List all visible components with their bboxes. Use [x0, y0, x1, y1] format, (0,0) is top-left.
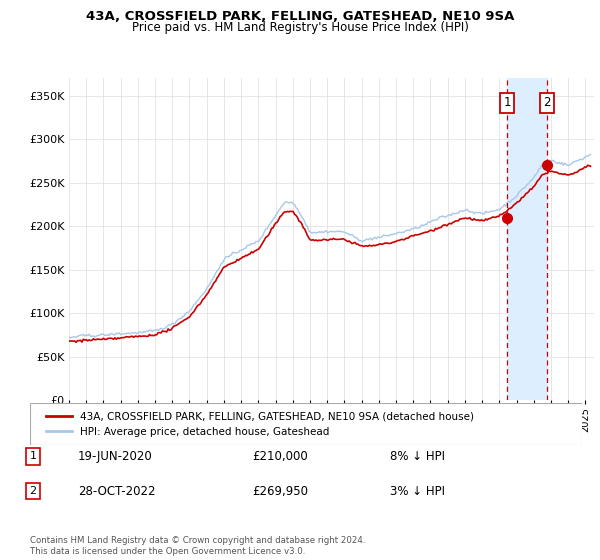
Text: 2: 2	[29, 486, 37, 496]
Legend: 43A, CROSSFIELD PARK, FELLING, GATESHEAD, NE10 9SA (detached house), HPI: Averag: 43A, CROSSFIELD PARK, FELLING, GATESHEAD…	[41, 406, 479, 442]
Text: 1: 1	[503, 96, 511, 109]
Text: 3% ↓ HPI: 3% ↓ HPI	[390, 484, 445, 498]
Text: Price paid vs. HM Land Registry's House Price Index (HPI): Price paid vs. HM Land Registry's House …	[131, 21, 469, 34]
Text: 8% ↓ HPI: 8% ↓ HPI	[390, 450, 445, 463]
Text: £269,950: £269,950	[252, 484, 308, 498]
Text: Contains HM Land Registry data © Crown copyright and database right 2024.
This d: Contains HM Land Registry data © Crown c…	[30, 536, 365, 556]
Text: 2: 2	[544, 96, 551, 109]
Text: £210,000: £210,000	[252, 450, 308, 463]
Bar	[507, 78, 547, 400]
Text: 28-OCT-2022: 28-OCT-2022	[78, 484, 155, 498]
Text: 1: 1	[29, 451, 37, 461]
Text: 43A, CROSSFIELD PARK, FELLING, GATESHEAD, NE10 9SA: 43A, CROSSFIELD PARK, FELLING, GATESHEAD…	[86, 10, 514, 23]
Text: 19-JUN-2020: 19-JUN-2020	[78, 450, 153, 463]
